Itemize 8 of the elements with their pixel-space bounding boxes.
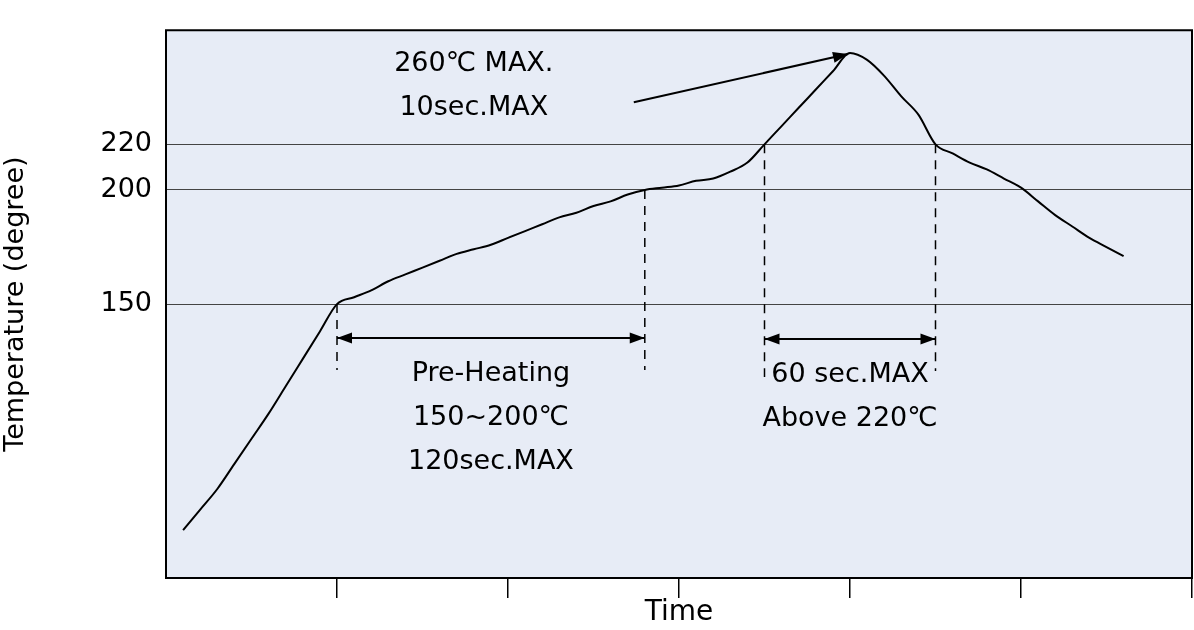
x-axis-title: Time bbox=[643, 594, 714, 628]
y-axis-title: Temperature (degree) bbox=[0, 156, 30, 453]
annotation: 260℃ MAX. 10sec.MAX bbox=[394, 45, 554, 121]
annotation: 60 sec.MAX Above 220℃ bbox=[762, 356, 938, 432]
y-tick-label: 200 bbox=[100, 171, 152, 203]
y-tick-label: 150 bbox=[100, 286, 152, 318]
y-tick-label: 220 bbox=[100, 126, 152, 158]
annotation: Pre-Heating 150~200℃ 120sec.MAX bbox=[407, 355, 574, 475]
